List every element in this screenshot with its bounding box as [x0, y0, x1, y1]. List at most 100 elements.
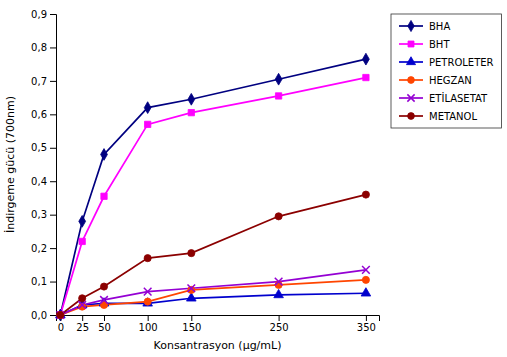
series-line	[60, 78, 366, 315]
legend-item: BHT	[399, 39, 450, 50]
legend-label: METANOL	[429, 111, 477, 122]
point	[57, 311, 64, 318]
tick-label: 0,4	[31, 176, 47, 187]
tick-mark	[50, 248, 56, 249]
legend-label: BHT	[429, 39, 450, 50]
y-axis: 0,0 0,1 0,2 0,3 0,4 0,5 0,6 0,7 0,8 0,9	[31, 9, 56, 321]
tick: 0,3	[31, 209, 56, 220]
tick-mark	[50, 114, 56, 115]
point	[144, 102, 151, 114]
tick-mark	[50, 148, 56, 149]
series-line	[60, 293, 366, 315]
tick: 0,6	[31, 109, 56, 120]
legend-marker	[408, 41, 414, 47]
point	[275, 278, 283, 286]
legend-item: METANOL	[399, 111, 477, 122]
point	[57, 311, 64, 318]
legend-marker	[408, 113, 415, 120]
tick: 100	[139, 315, 158, 333]
point	[362, 191, 369, 198]
tick-label: 350	[357, 322, 376, 333]
tick-label: 0	[58, 322, 64, 333]
legend-box	[391, 14, 502, 128]
y-axis-title: İndirgeme gücü (700nm)	[4, 96, 17, 233]
point	[79, 215, 86, 227]
point	[57, 312, 63, 318]
point	[188, 109, 194, 115]
tick: 0,1	[31, 276, 56, 287]
point	[79, 238, 85, 244]
tick-mark	[50, 81, 56, 82]
point	[362, 276, 369, 283]
point	[275, 93, 281, 99]
legend-label: PETROLETER	[429, 57, 494, 68]
tick-label: 50	[98, 322, 111, 333]
point	[145, 121, 151, 127]
legend-label: ETİLASETAT	[429, 92, 488, 104]
tick-label: 100	[139, 322, 158, 333]
point	[101, 193, 107, 199]
tick: 0,4	[31, 176, 56, 187]
legend-item: ETİLASETAT	[399, 92, 488, 104]
legend: BHA BHT PETROLETER HEGZAN ETİLASETAT METANOL	[391, 14, 502, 128]
point	[188, 250, 195, 257]
point	[275, 73, 282, 85]
tick: 0,0	[31, 310, 56, 321]
tick-mark	[82, 315, 83, 321]
legend-label: BHA	[429, 21, 450, 32]
legend-marker	[407, 94, 414, 101]
series-line	[60, 270, 366, 315]
tick: 0,8	[31, 42, 56, 53]
tick-mark	[50, 181, 56, 182]
legend-item: BHA	[399, 20, 450, 31]
point	[363, 53, 370, 65]
tick-mark	[50, 14, 56, 15]
point	[143, 298, 153, 306]
point	[78, 301, 86, 309]
tick: 250	[270, 315, 289, 333]
tick: 25	[76, 315, 89, 333]
lines	[60, 59, 366, 315]
tick-label: 25	[76, 322, 89, 333]
legend-item: PETROLETER	[399, 57, 494, 68]
chart: 025501001502503500,00,10,20,30,40,50,60,…	[0, 0, 507, 357]
point	[56, 309, 66, 317]
tick: 0,5	[31, 142, 56, 153]
legend-item: HEGZAN	[399, 75, 472, 86]
tick: 0,9	[31, 9, 56, 20]
x-axis: 0 25 50 100 150 250 350	[57, 315, 380, 333]
series-line	[60, 280, 366, 315]
tick-mark	[50, 215, 56, 216]
tick-label: 0,0	[31, 310, 47, 321]
legend-marker	[408, 77, 415, 84]
point	[101, 149, 108, 161]
legend-marker	[408, 20, 414, 31]
tick-mark	[50, 315, 56, 316]
point	[144, 255, 151, 262]
tick-label: 0,3	[31, 209, 47, 220]
legend-marker	[406, 57, 415, 65]
series-line	[60, 59, 366, 315]
point	[363, 74, 369, 80]
tick-mark	[50, 47, 56, 48]
point	[275, 213, 282, 220]
tick-mark	[50, 282, 56, 283]
point	[57, 311, 65, 319]
point	[188, 93, 195, 105]
point	[144, 288, 152, 296]
tick-label: 0,8	[31, 42, 47, 53]
tick: 0,2	[31, 243, 56, 254]
tick-label: 0,9	[31, 9, 47, 20]
tick-mark	[366, 315, 367, 321]
tick-mark	[191, 315, 192, 321]
points	[56, 53, 371, 321]
x-axis-title: Konsantrasyon (µg/mL)	[154, 339, 282, 352]
axis-line	[50, 15, 57, 316]
series-line	[60, 195, 366, 315]
tick: 150	[182, 315, 201, 333]
tick-label: 0,2	[31, 243, 47, 254]
tick-label: 0,7	[31, 76, 47, 87]
tick-label: 0,6	[31, 109, 47, 120]
axis-line	[57, 316, 380, 322]
point	[362, 266, 370, 274]
